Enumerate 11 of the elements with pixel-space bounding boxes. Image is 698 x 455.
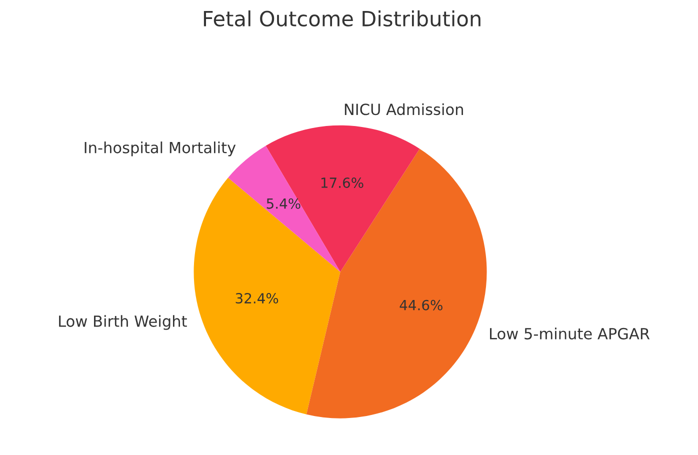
- data-label: 44.6%: [400, 300, 442, 310]
- slice-label: Low Birth Weight: [59, 315, 187, 330]
- data-label: 17.6%: [321, 178, 364, 188]
- slice-label: NICU Admission: [344, 103, 463, 116]
- chart-title: Fetal Outcome Distribution: [204, 10, 480, 27]
- pie-slice: [306, 148, 487, 418]
- data-label: 5.4%: [266, 198, 300, 209]
- data-label: 32.4%: [236, 293, 278, 304]
- pie-slice: [266, 125, 420, 272]
- slice-label: Low 5-minute APGAR: [490, 328, 650, 340]
- slice-label: In-hospital Mortality: [84, 142, 236, 156]
